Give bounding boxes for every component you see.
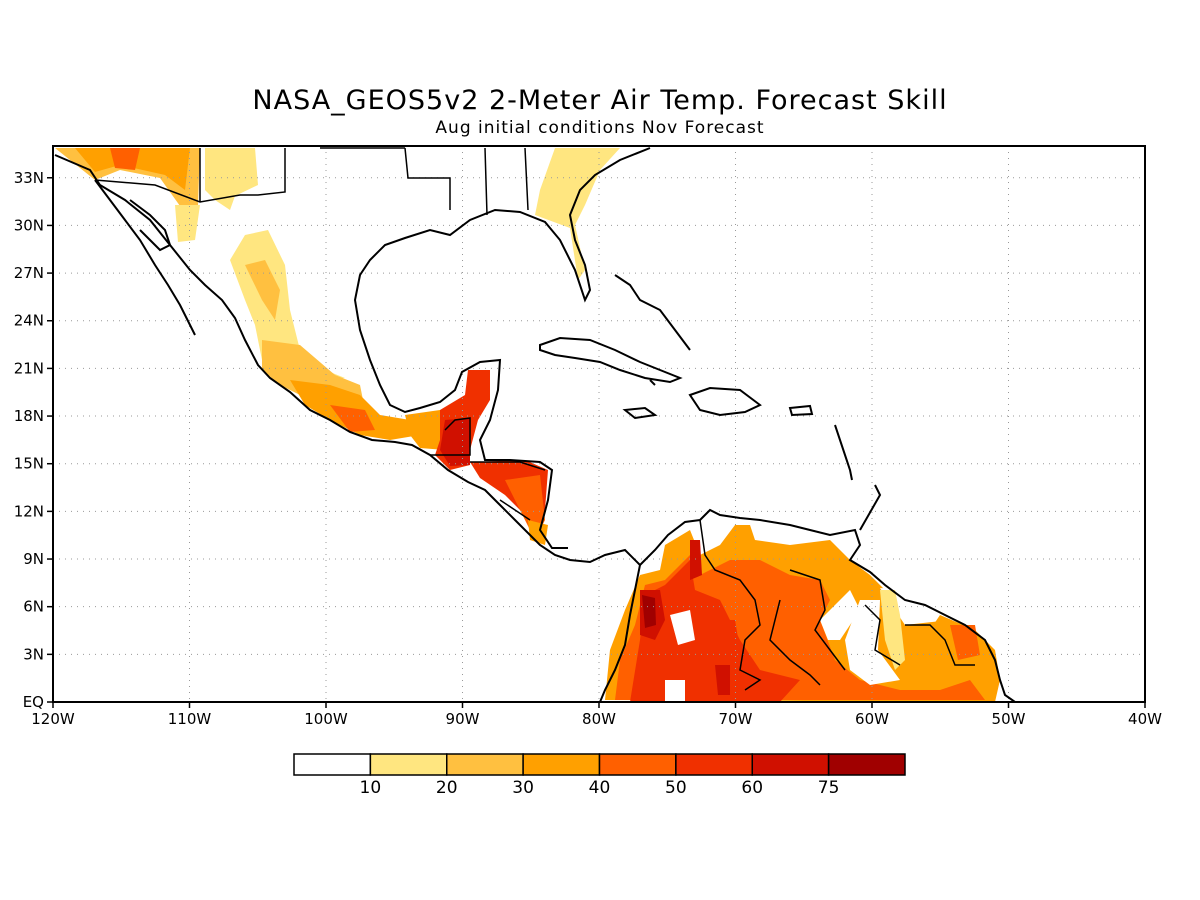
colorbar-swatch	[675, 753, 753, 776]
skill-region-guyana-yellow	[880, 590, 905, 670]
colorbar-swatch	[751, 753, 830, 776]
chart-title: NASA_GEOS5v2 2-Meter Air Temp. Forecast …	[252, 85, 948, 116]
longitude-axis: 120W 110W 100W 90W 80W 70W 60W 50W 40W	[31, 702, 1162, 728]
lon-tick-label: 90W	[446, 710, 480, 728]
lat-tick-label: 3N	[23, 645, 44, 663]
skill-region-oaxaca	[330, 405, 375, 432]
colorbar-label: 50	[665, 778, 687, 798]
coast-baja	[94, 179, 196, 336]
skill-region-mexico-mid	[245, 260, 280, 320]
lat-tick-label: 33N	[14, 169, 44, 187]
lon-tick-label: 100W	[304, 710, 348, 728]
lat-tick-label: 15N	[14, 455, 44, 473]
skill-region-nw-core	[75, 148, 190, 190]
lat-tick-label: 12N	[14, 502, 44, 520]
colorbar-swatch	[522, 753, 601, 776]
border-colombia-venezuela	[699, 519, 762, 691]
skill-region-se-us	[535, 148, 620, 280]
coast-jamaica	[622, 406, 658, 420]
colorbar-label: 20	[436, 778, 458, 798]
skill-region-gap-suriname	[845, 600, 900, 685]
skill-region-amazon	[700, 620, 745, 700]
lon-tick-label: 120W	[31, 710, 75, 728]
coastlines	[54, 147, 1016, 702]
coast-gulf-of-mexico	[353, 147, 651, 549]
skill-region-gap-andes	[665, 680, 685, 702]
lon-tick-label: 50W	[992, 710, 1026, 728]
skill-region-colombia-max	[642, 595, 656, 628]
lat-tick-label: 18N	[14, 407, 44, 425]
skill-region-amazon-hot	[715, 665, 730, 695]
coast-cuba	[539, 336, 683, 384]
colorbar-label: 40	[589, 778, 611, 798]
skill-region-nw-hot	[110, 148, 140, 170]
skill-region-gap-guiana	[820, 590, 860, 640]
colorbar-swatch	[369, 753, 448, 776]
skill-region-costa-rica	[528, 520, 548, 545]
colorbar: 10 20 30 40 50 60 75	[293, 753, 906, 798]
border-guianas	[864, 604, 975, 666]
skill-shading	[55, 148, 1000, 702]
lat-tick-label: 30N	[14, 216, 44, 234]
lon-tick-label: 40W	[1128, 710, 1162, 728]
lat-tick-label: 24N	[14, 312, 44, 330]
skill-region-az	[205, 148, 258, 210]
lon-tick-label: 80W	[582, 710, 616, 728]
map-grid	[53, 146, 1145, 702]
chart-subtitle: Aug initial conditions Nov Forecast	[435, 118, 765, 138]
lat-tick-label: 6N	[23, 598, 44, 616]
border-us-states	[199, 147, 529, 216]
border-venezuela-guyana	[769, 569, 846, 686]
country-borders	[94, 147, 975, 691]
colorbar-swatch	[827, 753, 906, 776]
coast-puerto-rico	[788, 404, 814, 417]
colorbar-label: 30	[512, 778, 534, 798]
skill-region-tehuantepec	[405, 410, 445, 450]
lon-tick-label: 60W	[855, 710, 889, 728]
border-central-america	[430, 417, 546, 521]
colorbar-label: 10	[360, 778, 382, 798]
lat-tick-label: 21N	[14, 359, 44, 377]
coast-pacific-mexico	[54, 154, 642, 702]
coast-south-america-north	[639, 508, 1016, 702]
lat-tick-label: 9N	[23, 550, 44, 568]
lat-tick-label: 27N	[14, 264, 44, 282]
lat-tick-label: EQ	[23, 693, 44, 711]
coast-hispaniola	[688, 386, 762, 417]
skill-region-para	[905, 620, 995, 672]
colorbar-label: 60	[741, 778, 763, 798]
latitude-axis: EQ 3N 6N 9N 12N 15N 18N 21N 24N 27N 30N 33N	[14, 169, 53, 711]
border-us-mexico	[94, 148, 286, 203]
skill-region-guatemala	[440, 418, 470, 466]
colorbar-label: 75	[818, 778, 840, 798]
colorbar-swatch	[293, 753, 372, 776]
lon-tick-label: 110W	[168, 710, 212, 728]
coast-antilles	[834, 424, 882, 531]
colorbar-swatch	[446, 753, 524, 776]
skill-region-gap-colombia	[670, 610, 695, 645]
colorbar-swatch	[598, 753, 677, 776]
skill-region-venezuela	[690, 540, 702, 580]
coast-bahamas	[614, 274, 691, 386]
map-frame	[52, 145, 1146, 703]
skill-region-baja	[175, 205, 200, 242]
skill-region-para-hot	[950, 625, 980, 660]
lon-tick-label: 70W	[719, 710, 753, 728]
